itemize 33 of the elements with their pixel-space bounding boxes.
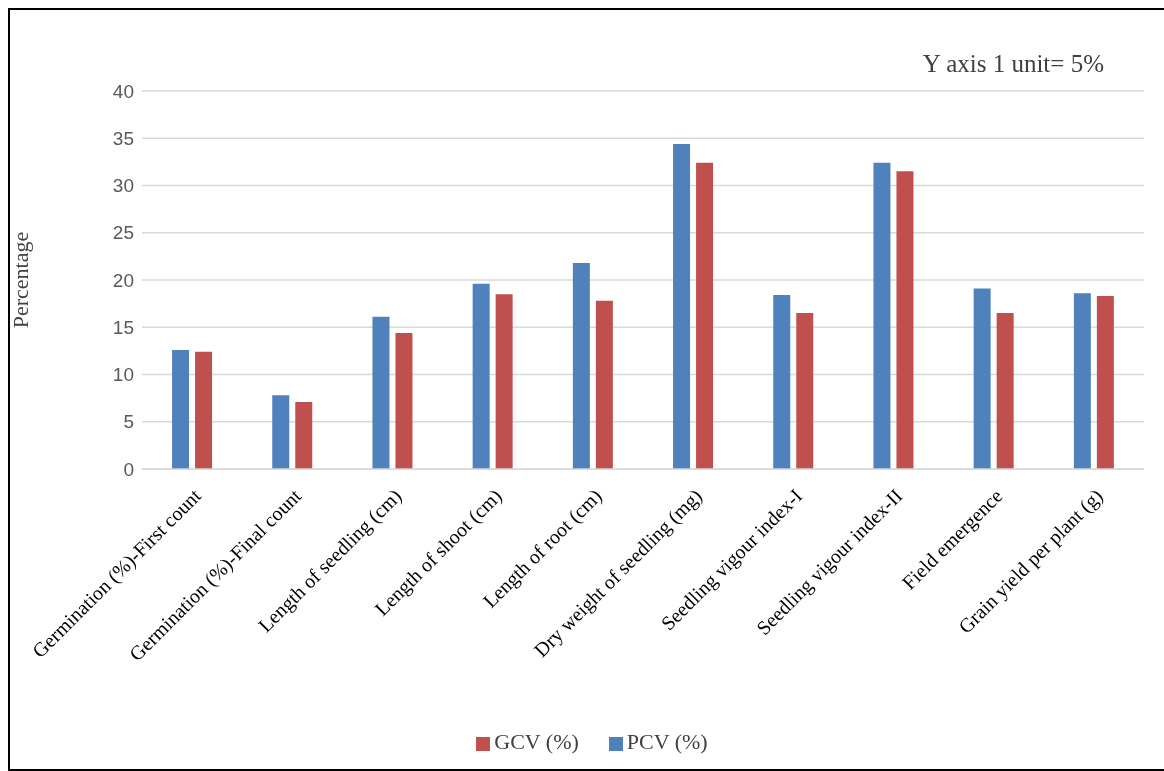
bar [195, 351, 213, 469]
text: Y axis 1 unit= 5% [922, 50, 1104, 78]
bar [996, 313, 1014, 469]
bar [973, 288, 991, 469]
bar [572, 262, 590, 469]
bar [372, 316, 390, 469]
y-tick-label: 0 [123, 458, 134, 480]
legend-label: GCV (%) [494, 729, 579, 754]
bar [873, 162, 891, 469]
y-tick-label: 20 [112, 269, 134, 291]
y-tick-label: 30 [112, 175, 134, 197]
bar [773, 295, 791, 469]
y-tick-label: 10 [112, 364, 134, 386]
bar [896, 171, 914, 469]
bar [1073, 293, 1091, 469]
bar [172, 349, 190, 469]
bar [1096, 296, 1114, 469]
legend-label: PCV (%) [626, 729, 708, 754]
bar [472, 283, 490, 469]
y-tick-label: 35 [112, 127, 134, 149]
bar [673, 143, 691, 469]
y-tick-label: 40 [112, 80, 134, 102]
y-tick-label: 5 [123, 411, 134, 433]
y-axis-title: Percentage [7, 231, 33, 329]
bar [796, 313, 814, 469]
y-tick-label: 25 [112, 222, 134, 244]
bar [495, 294, 513, 469]
bar [395, 332, 413, 469]
y-tick-label: 15 [112, 316, 134, 338]
bar [272, 395, 290, 469]
bar [295, 401, 313, 469]
bar [595, 300, 613, 469]
bar [696, 162, 714, 469]
